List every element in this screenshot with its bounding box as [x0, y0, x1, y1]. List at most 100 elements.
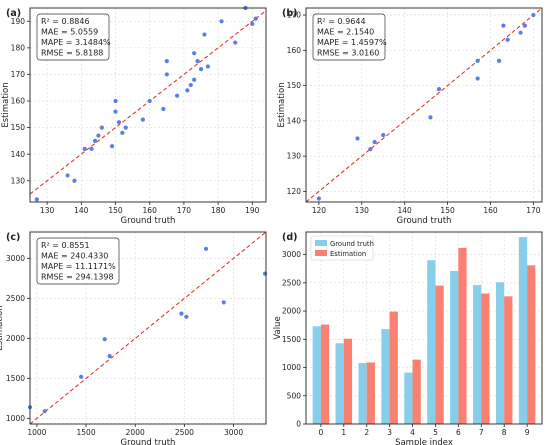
- x-tick-label: 0: [319, 428, 324, 437]
- stats-box: [36, 237, 120, 285]
- data-point: [501, 23, 506, 28]
- bar: [404, 372, 413, 424]
- panel-0: 130 140 150 160 170 180 190 130 140 150 160 170 180 1…: [1, 5, 267, 226]
- bar: [366, 362, 375, 424]
- data-point: [109, 144, 115, 149]
- x-tick-label: 6: [456, 428, 461, 437]
- data-point: [120, 130, 125, 136]
- bar: [389, 311, 398, 424]
- panel-3: 0 1 2 3 4 5 6 7 8 9 0 500 1000 1500 2000 2500 3000 Sample…: [273, 231, 543, 445]
- y-tick-label: 140: [11, 150, 26, 159]
- y-tick-label: 1000: [282, 363, 301, 372]
- stats-line: R² = 0.8551: [41, 241, 90, 250]
- panel-label: (a): [6, 8, 21, 19]
- data-point: [496, 58, 502, 64]
- data-point: [34, 197, 39, 202]
- bar: [435, 285, 444, 424]
- y-tick-label: 190: [11, 17, 26, 26]
- stats-line: RMSE = 3.0160: [317, 49, 379, 58]
- data-point: [123, 125, 128, 130]
- data-point: [113, 98, 118, 104]
- data-point: [262, 271, 268, 276]
- bar: [427, 260, 436, 424]
- stats-line: MAPE = 1.4597%: [317, 38, 387, 47]
- legend-label: Ground truth: [330, 240, 374, 248]
- x-tick-label: 1500: [77, 428, 96, 437]
- y-tick-label: 1000: [6, 414, 25, 423]
- y-tick-label: 1500: [6, 374, 25, 383]
- bar: [518, 237, 528, 424]
- data-point: [184, 314, 189, 319]
- data-point: [72, 178, 77, 183]
- y-tick-label: 2500: [282, 278, 301, 287]
- bar: [450, 270, 459, 424]
- data-point: [475, 76, 480, 81]
- data-point: [475, 58, 480, 64]
- data-point: [42, 409, 47, 414]
- data-point: [195, 59, 200, 64]
- x-tick-label: 170: [526, 206, 541, 215]
- data-point: [253, 16, 258, 21]
- stats-line: MAE = 240.4330: [41, 252, 108, 261]
- y-tick-label: 0: [296, 420, 301, 429]
- data-point: [436, 87, 442, 92]
- y-tick-label: 2500: [6, 294, 25, 303]
- data-point: [316, 196, 321, 201]
- y-tick-label: 160: [11, 97, 26, 106]
- data-point: [140, 117, 145, 122]
- y-axis-label: Estimation: [0, 305, 5, 350]
- x-tick-label: 4: [410, 428, 415, 437]
- legend-swatch: [315, 240, 327, 246]
- x-tick-label: 130: [355, 206, 370, 215]
- bar: [495, 282, 505, 424]
- data-point: [428, 115, 433, 120]
- y-tick-label: 170: [287, 11, 302, 20]
- plot-frame: [305, 231, 543, 425]
- stats-line: RMSE = 294.1398: [41, 273, 114, 282]
- bar: [358, 363, 367, 424]
- stats-line: MAPE = 11.1171%: [41, 262, 116, 271]
- data-point: [65, 173, 70, 178]
- data-point: [221, 300, 226, 305]
- data-point: [250, 21, 255, 27]
- x-tick-label: 2000: [126, 428, 145, 437]
- data-point: [192, 77, 197, 82]
- x-tick-label: 3000: [224, 428, 243, 437]
- data-point: [368, 146, 373, 152]
- stats-line: MAE = 5.0559: [41, 28, 98, 37]
- reference-line: [305, 7, 543, 203]
- data-point: [99, 125, 104, 130]
- data-point: [113, 109, 118, 114]
- data-point: [185, 88, 190, 93]
- data-point: [96, 133, 101, 138]
- y-tick-label: 130: [11, 176, 26, 185]
- plot-frame: [29, 231, 267, 425]
- data-point: [79, 374, 84, 379]
- data-point: [179, 311, 184, 316]
- bar: [473, 285, 482, 424]
- legend-label: Estimation: [330, 250, 366, 258]
- x-tick-label: 140: [74, 206, 89, 215]
- y-axis-label: Estimation: [277, 82, 287, 127]
- x-tick-label: 180: [211, 206, 226, 215]
- x-axis-label: Ground truth: [121, 438, 176, 445]
- bar: [412, 359, 421, 424]
- y-tick-label: 150: [287, 81, 302, 90]
- data-point: [522, 23, 527, 28]
- bar: [320, 324, 330, 424]
- stats-line: MAPE = 3.1484%: [41, 38, 111, 47]
- x-axis-label: Ground truth: [121, 216, 176, 226]
- bar: [335, 343, 344, 424]
- y-tick-label: 150: [11, 123, 26, 132]
- stats-line: RMSE = 5.8188: [41, 49, 103, 58]
- stats-line: R² = 0.9644: [317, 17, 366, 26]
- bar: [527, 265, 536, 424]
- y-tick-label: 160: [287, 46, 302, 55]
- y-tick-label: 2000: [6, 334, 25, 343]
- bar: [458, 247, 467, 424]
- x-tick-label: 7: [479, 428, 484, 437]
- y-tick-label: 2000: [282, 307, 301, 316]
- data-point: [89, 146, 94, 151]
- data-point: [355, 136, 360, 141]
